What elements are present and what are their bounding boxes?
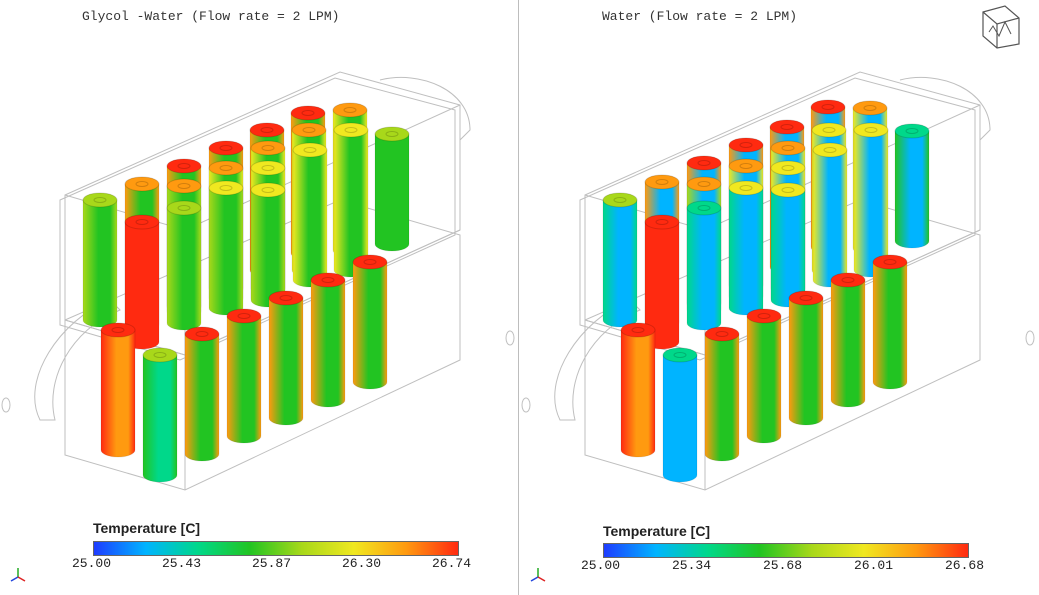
battery-cell <box>728 180 764 316</box>
battery-cell <box>686 200 722 331</box>
battery-cell <box>226 308 262 444</box>
battery-cell <box>662 347 698 483</box>
panel-water: Water (Flow rate = 2 LPM) Temperature [C… <box>520 0 1039 595</box>
battery-module-render[interactable] <box>520 0 1039 595</box>
view-cube-icon[interactable] <box>975 4 1025 50</box>
legend-tick: 25.87 <box>252 556 292 571</box>
battery-cell <box>788 290 824 426</box>
battery-cell <box>184 326 220 462</box>
battery-cell <box>602 192 638 328</box>
colorbar <box>93 541 459 556</box>
legend-tick: 26.68 <box>945 558 985 573</box>
battery-cell <box>830 272 866 408</box>
battery-cell <box>208 180 244 316</box>
panel-title: Water (Flow rate = 2 LPM) <box>602 9 798 24</box>
panel-glycol-water: Glycol -Water (Flow rate = 2 LPM) Temper… <box>0 0 518 595</box>
battery-cell <box>124 214 160 350</box>
axis-triad-icon <box>530 568 546 582</box>
battery-cell <box>292 142 328 288</box>
legend-tick: 25.00 <box>581 558 621 573</box>
battery-cell <box>250 182 286 308</box>
battery-cells <box>602 99 930 483</box>
battery-cell <box>333 122 369 278</box>
battery-cell <box>620 322 656 458</box>
panel-divider <box>518 0 519 595</box>
legend-tick: 26.74 <box>432 556 472 571</box>
battery-cell <box>872 254 908 390</box>
battery-cell <box>894 123 930 249</box>
battery-cell <box>853 122 889 278</box>
battery-cell <box>644 214 680 350</box>
battery-cell <box>770 182 806 308</box>
legend-tick: 26.30 <box>342 556 382 571</box>
legend-tick: 25.34 <box>672 558 712 573</box>
axis-triad-icon <box>10 568 26 582</box>
battery-cell <box>746 308 782 444</box>
battery-cell <box>374 126 410 252</box>
battery-cells <box>82 102 410 483</box>
battery-cell <box>268 290 304 426</box>
battery-cell <box>352 254 388 390</box>
battery-cell <box>704 326 740 462</box>
legend-tick: 25.00 <box>72 556 112 571</box>
legend-tick: 25.68 <box>763 558 803 573</box>
legend-title: Temperature [C] <box>93 520 201 536</box>
battery-cell <box>310 272 346 408</box>
legend-title: Temperature [C] <box>603 523 711 539</box>
battery-cell <box>166 200 202 331</box>
legend-tick: 25.43 <box>162 556 202 571</box>
colorbar <box>603 543 969 558</box>
battery-cell <box>812 142 848 288</box>
panel-title: Glycol -Water (Flow rate = 2 LPM) <box>82 9 340 24</box>
battery-module-render[interactable] <box>0 0 518 595</box>
legend-tick: 26.01 <box>854 558 894 573</box>
battery-cell <box>142 347 178 483</box>
battery-cell <box>100 322 136 458</box>
battery-cell <box>82 192 118 328</box>
